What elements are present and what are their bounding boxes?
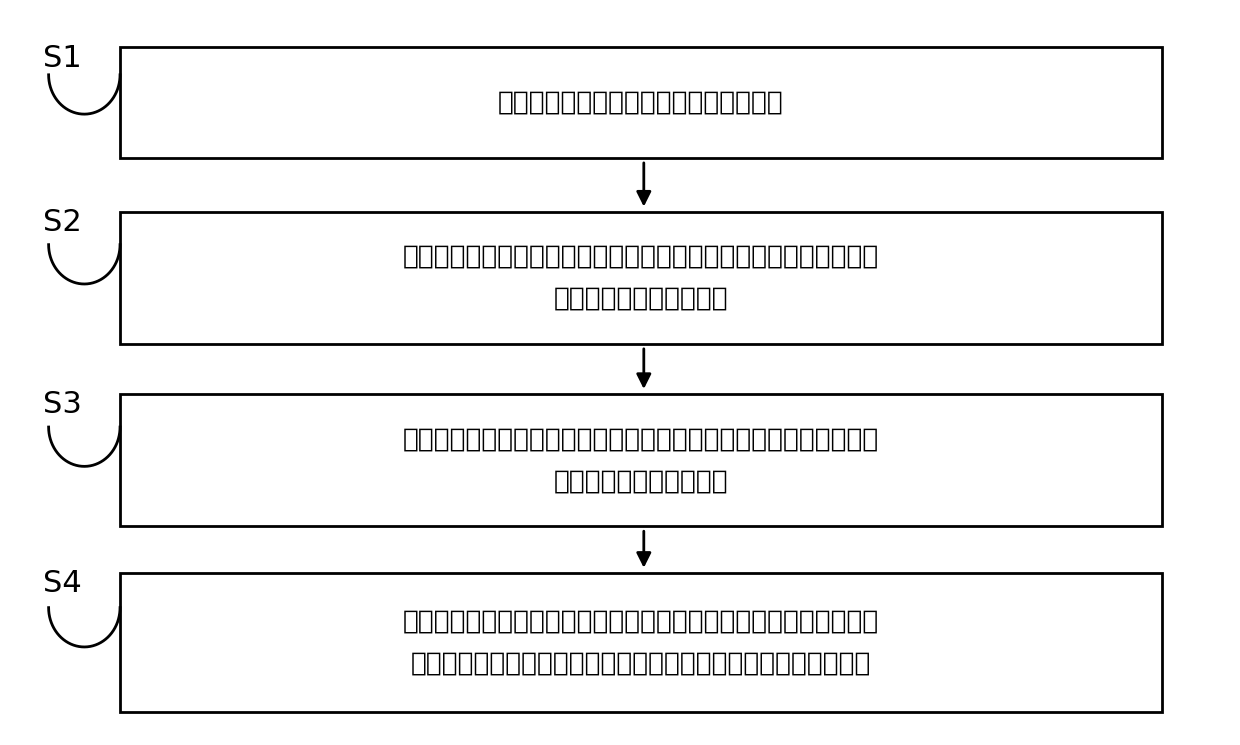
- Text: S2: S2: [42, 208, 82, 237]
- Text: S3: S3: [42, 390, 82, 419]
- Text: 当计时时间小于第一预设时间时，控制驱动电路强制输出第一驱动信
号以驱动功率开关管开通: 当计时时间小于第一预设时间时，控制驱动电路强制输出第一驱动信 号以驱动功率开关管…: [403, 426, 879, 494]
- Text: S1: S1: [42, 43, 82, 72]
- Bar: [120, 212, 1162, 344]
- Text: 当计时时间大于第二预设时间时，控制驱动电路强制输出第二驱动信
号以驱动功率开关管关断，其中，第二预设时间大于第一预设时间: 当计时时间大于第二预设时间时，控制驱动电路强制输出第二驱动信 号以驱动功率开关管…: [403, 609, 879, 676]
- Bar: [120, 394, 1162, 526]
- Text: S4: S4: [42, 569, 82, 598]
- Text: 检测谐振电路的工作状态以生成检测信号: 检测谐振电路的工作状态以生成检测信号: [498, 89, 784, 115]
- Bar: [120, 47, 1162, 158]
- Text: 根据检测信号生成开通控制信号以通过驱动电路驱动功率开关管开通
时，启动定时器开始计时: 根据检测信号生成开通控制信号以通过驱动电路驱动功率开关管开通 时，启动定时器开始…: [403, 244, 879, 311]
- Bar: [120, 573, 1162, 712]
